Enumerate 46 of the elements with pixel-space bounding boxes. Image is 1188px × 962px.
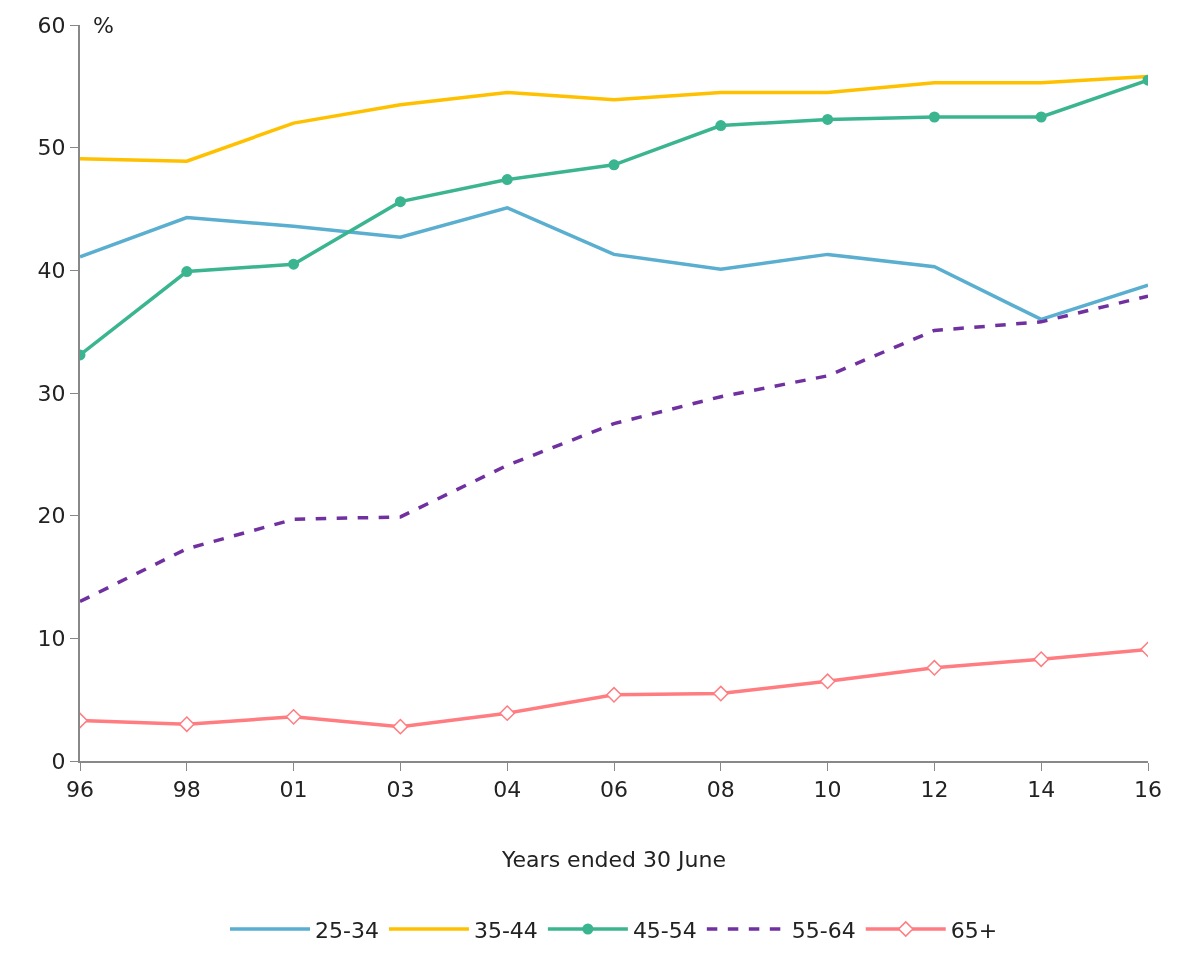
legend-label: 45-54 bbox=[632, 917, 697, 943]
line-series bbox=[80, 294, 1148, 604]
point bbox=[178, 716, 195, 733]
point bbox=[928, 111, 940, 123]
point bbox=[712, 685, 729, 702]
x-tick-label: 08 bbox=[706, 777, 735, 803]
y-tick-label: 30 bbox=[37, 380, 66, 406]
legend-label: 55-64 bbox=[791, 917, 856, 943]
y-axis-title: % bbox=[93, 13, 114, 38]
x-tick-label: 01 bbox=[279, 777, 308, 803]
point bbox=[181, 266, 193, 278]
point bbox=[608, 159, 620, 171]
point bbox=[926, 659, 943, 676]
point bbox=[392, 718, 409, 735]
point bbox=[819, 673, 836, 690]
line-series bbox=[80, 206, 1148, 322]
x-tick-label: 98 bbox=[172, 777, 201, 803]
point bbox=[499, 705, 516, 722]
point bbox=[1035, 111, 1047, 123]
point bbox=[288, 258, 300, 270]
x-tick-label: 04 bbox=[493, 777, 522, 803]
point bbox=[822, 113, 834, 125]
x-axis-title: Years ended 30 June bbox=[501, 846, 726, 872]
legend-label: 35-44 bbox=[473, 917, 538, 943]
x-tick-label: 10 bbox=[813, 777, 842, 803]
point bbox=[285, 708, 302, 725]
y-tick-label: 50 bbox=[37, 135, 66, 161]
x-tick-label: 16 bbox=[1134, 777, 1162, 803]
x-tick-label: 14 bbox=[1027, 777, 1056, 803]
point bbox=[394, 196, 406, 208]
x-tick-label: 96 bbox=[66, 777, 94, 803]
point bbox=[606, 686, 622, 703]
y-tick-label: 10 bbox=[37, 626, 66, 652]
legend-label: 25-34 bbox=[315, 917, 379, 943]
y-tick-label: 0 bbox=[51, 748, 66, 774]
point bbox=[501, 174, 513, 186]
x-tick-label: 06 bbox=[600, 777, 628, 803]
point bbox=[715, 120, 727, 132]
y-tick-label: 60 bbox=[37, 12, 66, 38]
legend-label: 65+ bbox=[950, 917, 998, 943]
x-tick-label: 03 bbox=[386, 777, 415, 803]
line-series bbox=[80, 74, 1148, 163]
point bbox=[1033, 651, 1050, 668]
y-tick-label: 40 bbox=[37, 258, 66, 284]
y-tick-label: 20 bbox=[37, 503, 66, 529]
x-tick-label: 12 bbox=[920, 777, 949, 803]
